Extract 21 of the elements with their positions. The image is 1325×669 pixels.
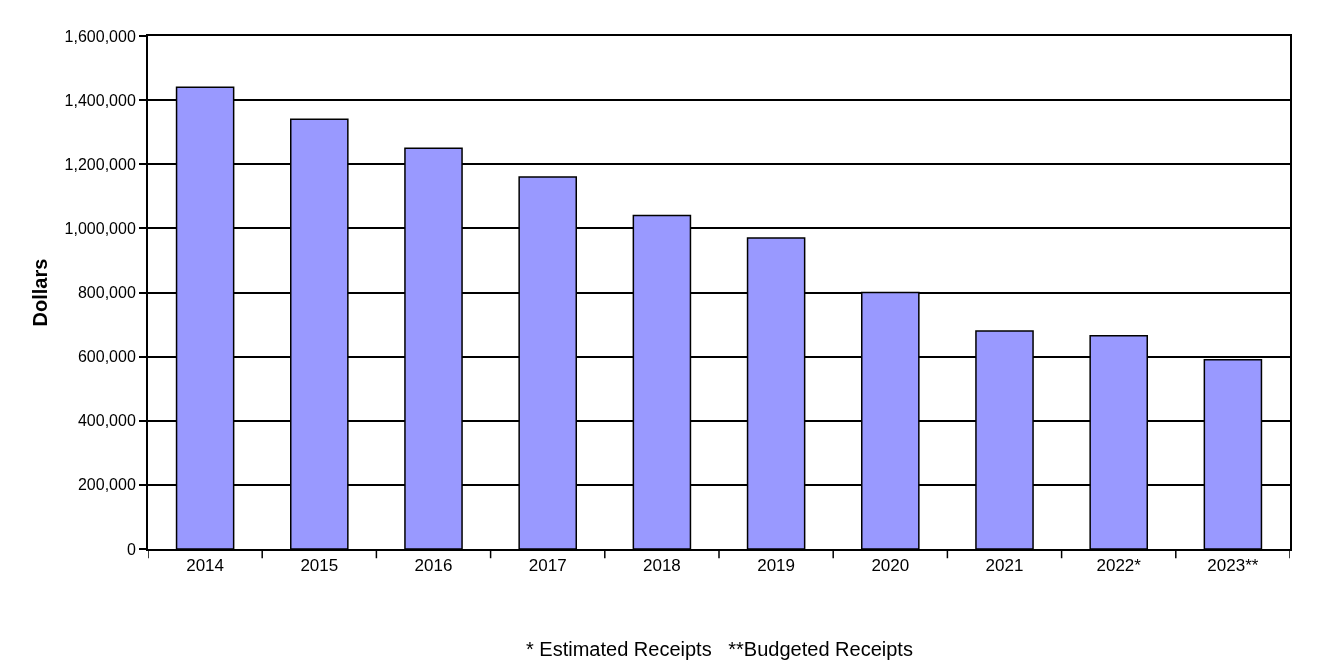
x-tick-label: 2022* — [1096, 556, 1142, 576]
x-tick-label: 2018 — [642, 556, 681, 576]
y-axis-title: Dollars — [28, 258, 51, 327]
x-tick-label: 2023** — [1207, 556, 1259, 576]
x-tick-label: 2017 — [528, 556, 567, 576]
text: * Estimated Receipts **Budgeted Receipts — [526, 638, 913, 660]
x-tick-label: 2016 — [414, 556, 453, 576]
y-tick-label: 400,000 — [77, 412, 136, 430]
y-tick-label: 0 — [126, 540, 136, 558]
y-tick-label: 800,000 — [77, 284, 136, 302]
y-tick-label: 200,000 — [77, 476, 136, 494]
x-tick-label: 2014 — [186, 556, 225, 576]
x-tick-label: 2019 — [757, 556, 796, 576]
x-tick-label: 2021 — [985, 556, 1024, 576]
x-tick-label: 2020 — [871, 556, 910, 576]
y-tick-label: 600,000 — [77, 348, 136, 366]
x-tick-label: 2015 — [300, 556, 339, 576]
y-tick-label: 1,600,000 — [64, 27, 136, 45]
y-tick-label: 1,200,000 — [64, 155, 136, 173]
y-tick-label: 1,000,000 — [64, 219, 136, 237]
y-tick-label: 1,400,000 — [64, 91, 136, 109]
